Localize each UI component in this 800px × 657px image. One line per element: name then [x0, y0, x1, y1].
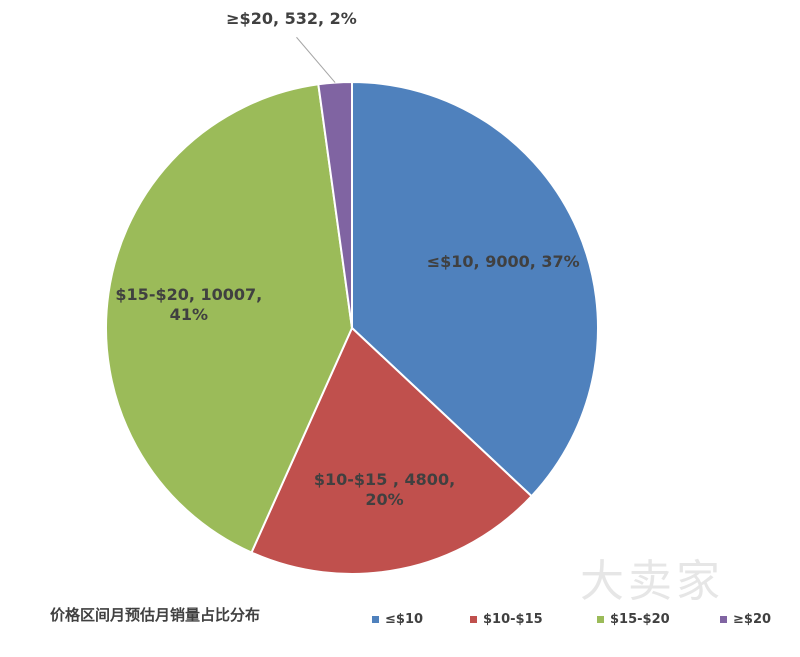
- data-label: $10-$15 , 4800, 20%: [313, 469, 456, 509]
- data-label: ≤$10, 9000, 37%: [426, 252, 580, 272]
- chart-title: 价格区间月预估月销量占比分布: [50, 606, 261, 624]
- data-label: $15-$20, 10007, 41%: [115, 284, 263, 324]
- pie-slice: [351, 80, 599, 498]
- data-label: ≥$20, 532, 2%: [226, 9, 357, 29]
- pie-slice: [105, 83, 354, 554]
- legend-item: ≤$10: [372, 612, 423, 627]
- legend-label: $15-$20: [610, 612, 670, 627]
- legend-item: $15-$20: [597, 612, 670, 627]
- legend-item: $10-$15: [470, 612, 543, 627]
- pie-slice: [250, 326, 533, 575]
- legend-swatch: [470, 616, 477, 623]
- legend-label: $10-$15: [483, 612, 543, 627]
- leader-line: [296, 36, 336, 83]
- legend-label: ≤$10: [385, 612, 424, 627]
- legend-label: ≥$20: [733, 612, 772, 627]
- watermark: 大卖家: [580, 556, 724, 607]
- legend-swatch: [372, 616, 379, 623]
- legend-item: ≥$20: [720, 612, 771, 627]
- legend-swatch: [720, 616, 727, 623]
- legend-swatch: [597, 616, 604, 623]
